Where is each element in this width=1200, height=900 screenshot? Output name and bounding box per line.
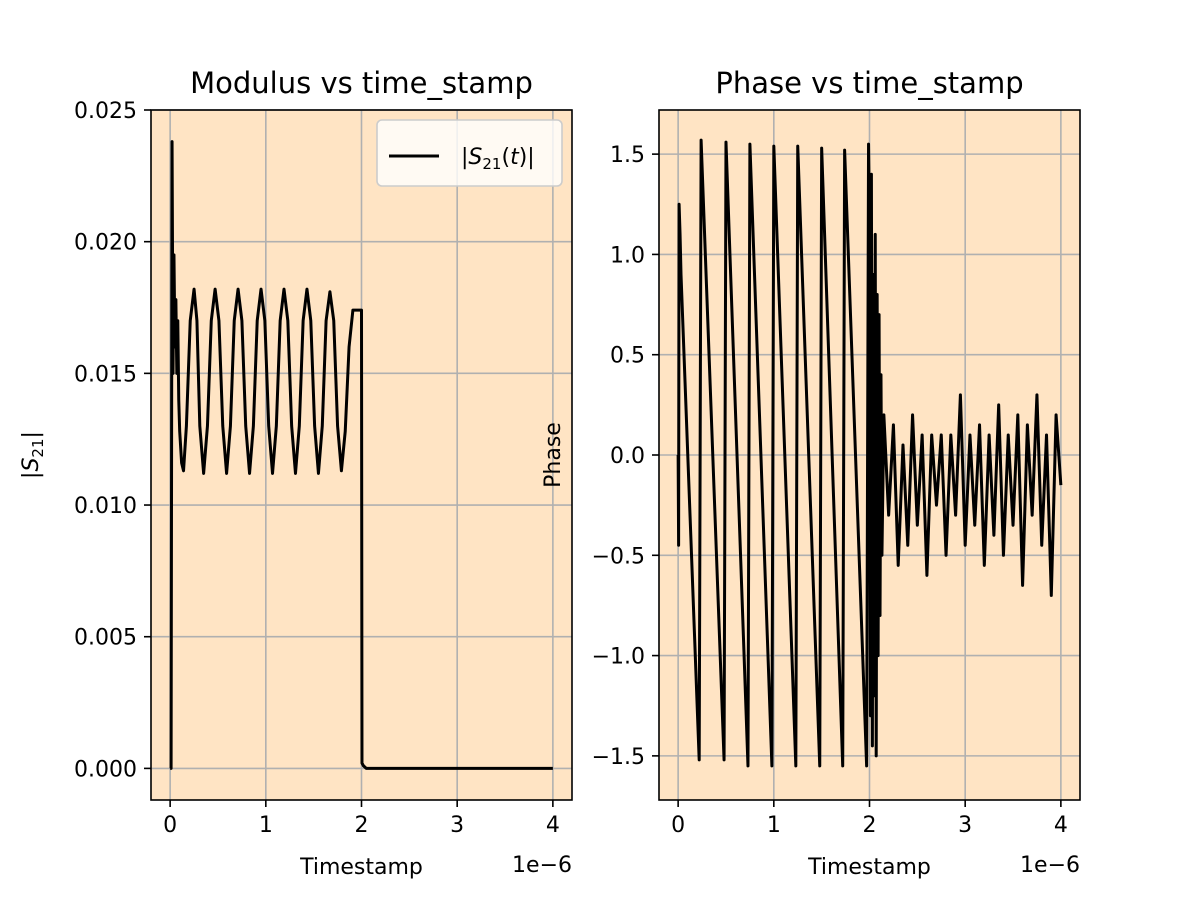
x-tick-label: 2 bbox=[355, 813, 369, 838]
phase-x-ticks: 0 1 2 3 4 bbox=[671, 800, 1068, 838]
phase-x-axis-label: Timestamp bbox=[807, 855, 931, 880]
modulus-series bbox=[169, 140, 553, 770]
y-tick-label: −1.0 bbox=[592, 645, 645, 670]
modulus-y-ticks: 0.000 0.005 0.010 0.015 0.020 0.025 bbox=[74, 99, 151, 782]
y-tick-label: −0.5 bbox=[592, 544, 645, 569]
y-tick-label: 0.010 bbox=[74, 494, 137, 519]
legend-entry-label: |S21(t)| bbox=[461, 145, 535, 173]
x-tick-label: 0 bbox=[671, 813, 685, 838]
modulus-y-axis-label: |S21| bbox=[19, 431, 47, 479]
x-tick-label: 2 bbox=[863, 813, 877, 838]
y-tick-label: 0.025 bbox=[74, 99, 137, 124]
modulus-x-ticks: 0 1 2 3 4 bbox=[163, 800, 560, 838]
modulus-chart-title: Modulus vs time_stamp bbox=[190, 66, 533, 100]
x-tick-label: 4 bbox=[1054, 813, 1068, 838]
y-tick-label: 0.005 bbox=[74, 626, 137, 651]
y-tick-label: 0.015 bbox=[74, 362, 137, 387]
x-tick-label: 1 bbox=[259, 813, 273, 838]
x-tick-label: 3 bbox=[450, 813, 464, 838]
y-tick-label: 0.020 bbox=[74, 231, 137, 256]
legend-box bbox=[376, 119, 563, 187]
series-line bbox=[676, 138, 1063, 768]
modulus-x-axis-label: Timestamp bbox=[299, 855, 423, 880]
modulus-x-offset-text: 1e−6 bbox=[512, 853, 572, 878]
y-tick-label: 1.0 bbox=[610, 243, 645, 268]
x-tick-label: 4 bbox=[546, 813, 560, 838]
modulus-legend: |S21(t)| bbox=[376, 119, 563, 187]
phase-series bbox=[676, 138, 1063, 768]
y-tick-label: −1.5 bbox=[592, 745, 645, 770]
phase-chart: 0 1 2 3 4 −1.5 −1.0 −0.5 0.0 0.5 1.0 1.5 Phase vs … bbox=[541, 66, 1081, 880]
phase-chart-title: Phase vs time_stamp bbox=[715, 66, 1023, 100]
y-tick-label: 1.5 bbox=[610, 143, 645, 168]
phase-y-ticks: −1.5 −1.0 −0.5 0.0 0.5 1.0 1.5 bbox=[592, 143, 659, 770]
series-line bbox=[169, 140, 553, 770]
y-tick-label: 0.000 bbox=[74, 757, 137, 782]
x-tick-label: 0 bbox=[163, 813, 177, 838]
y-tick-label: 0.0 bbox=[610, 444, 645, 469]
phase-x-offset-text: 1e−6 bbox=[1020, 853, 1080, 878]
phase-y-axis-label: Phase bbox=[541, 422, 566, 488]
x-tick-label: 3 bbox=[958, 813, 972, 838]
modulus-chart: 0 1 2 3 4 0.000 0.005 0.010 0.015 0.020 0.025 Mod… bbox=[19, 66, 573, 880]
x-tick-label: 1 bbox=[767, 813, 781, 838]
y-tick-label: 0.5 bbox=[610, 344, 645, 369]
